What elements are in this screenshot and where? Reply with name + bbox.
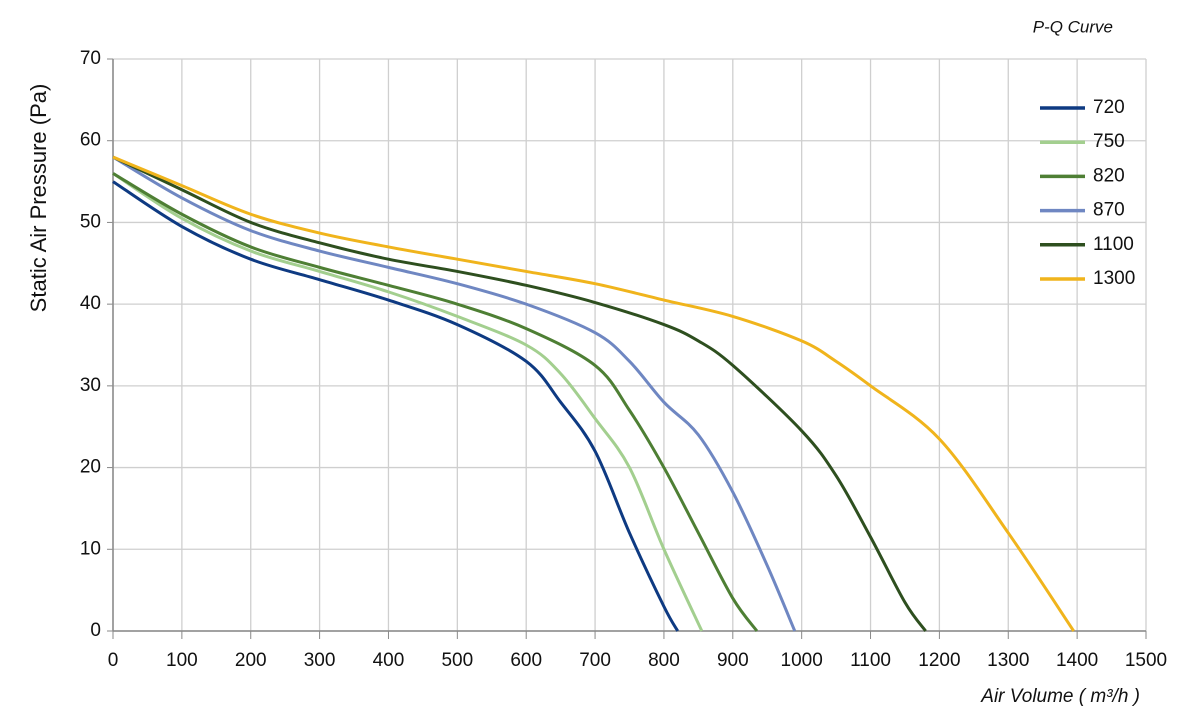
x-tick-label: 1300 <box>987 650 1029 671</box>
x-tick-label: 300 <box>304 650 336 671</box>
y-tick-label: 10 <box>80 538 101 559</box>
series-line <box>112 155 1075 632</box>
x-tick-label: 1500 <box>1125 650 1167 671</box>
x-tick-label: 100 <box>166 650 198 671</box>
legend-label: 820 <box>1093 165 1125 186</box>
legend-label: 720 <box>1093 97 1125 118</box>
y-tick-label: 70 <box>80 48 101 69</box>
x-tick-label: 400 <box>373 650 405 671</box>
y-tick-label: 60 <box>80 130 101 151</box>
legend-label: 870 <box>1093 200 1125 221</box>
x-tick-label: 0 <box>108 650 119 671</box>
series-line <box>112 172 704 632</box>
y-tick-label: 0 <box>90 620 101 641</box>
x-tick-label: 200 <box>235 650 267 671</box>
y-tick-label: 40 <box>80 293 101 314</box>
x-tick-label: 1100 <box>850 650 891 671</box>
x-tick-label: 600 <box>510 650 542 671</box>
series-line <box>112 155 797 632</box>
legend-label: 1100 <box>1093 234 1134 255</box>
series-line <box>112 180 680 632</box>
chart-title: P-Q Curve <box>1033 17 1113 36</box>
x-tick-label: 1200 <box>918 650 960 671</box>
x-tick-label: 800 <box>648 650 680 671</box>
legend-label: 1300 <box>1093 268 1135 289</box>
y-tick-label: 20 <box>80 457 101 478</box>
x-tick-label: 500 <box>441 650 473 671</box>
y-tick-label: 50 <box>80 211 101 232</box>
x-axis-label: Air Volume ( m³/h ) <box>980 686 1140 707</box>
y-axis-label: Static Air Pressure (Pa) <box>26 84 51 313</box>
series-line <box>112 172 759 632</box>
legend-label: 750 <box>1093 131 1125 152</box>
x-tick-label: 700 <box>579 650 611 671</box>
x-tick-label: 900 <box>717 650 749 671</box>
series-line <box>112 155 927 632</box>
x-tick-label: 1000 <box>781 650 823 671</box>
y-tick-label: 30 <box>80 375 101 396</box>
x-tick-label: 1400 <box>1056 650 1098 671</box>
